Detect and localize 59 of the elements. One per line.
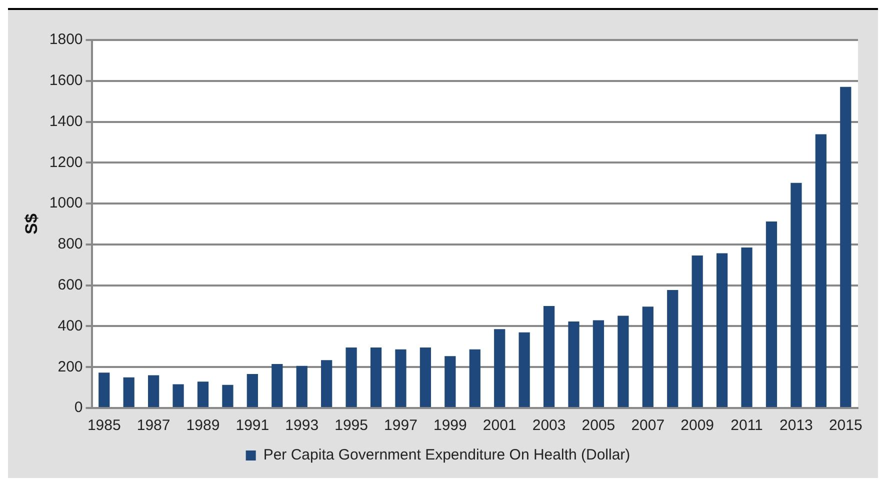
legend-label: Per Capita Government Expenditure On Health (Dollar)	[263, 446, 630, 464]
y-axis-title: S$	[22, 213, 41, 234]
bar	[790, 182, 802, 407]
y-tick-label: 1200	[49, 154, 83, 171]
bar	[420, 347, 432, 407]
bar	[766, 222, 778, 407]
bar	[716, 253, 728, 407]
x-tick-label: 1991	[236, 417, 270, 434]
y-tick-label: 1800	[49, 31, 83, 48]
bar	[692, 255, 703, 407]
bar	[197, 382, 209, 407]
bar	[321, 360, 332, 407]
y-tick-label: 1600	[49, 72, 83, 90]
x-tick-label: 1993	[285, 417, 319, 434]
bar	[667, 290, 678, 407]
y-tick-label: 1400	[49, 112, 83, 130]
bar	[246, 374, 258, 407]
y-tick-label: 800	[58, 236, 83, 253]
y-tick-label: 400	[58, 317, 83, 334]
bar	[568, 322, 580, 407]
bar	[815, 134, 826, 407]
bar	[469, 349, 480, 407]
x-tick-label: 2001	[482, 417, 516, 434]
bar	[444, 356, 456, 407]
x-tick-label: 1989	[186, 417, 220, 434]
x-tick-label: 1987	[136, 417, 170, 434]
bar	[272, 364, 283, 407]
x-tick-label: 2009	[680, 417, 714, 434]
bar	[98, 372, 110, 407]
bar	[395, 349, 406, 407]
bar	[346, 347, 357, 407]
x-tick-label: 2003	[532, 417, 566, 434]
x-tick-label: 2007	[631, 417, 665, 434]
bar	[518, 332, 530, 407]
bar	[494, 329, 506, 407]
bar	[592, 320, 604, 407]
bar	[172, 384, 184, 407]
bar	[370, 347, 382, 407]
x-tick-label: 2005	[582, 417, 616, 434]
x-tick-label: 2015	[828, 417, 862, 434]
bar	[296, 366, 308, 407]
y-tick-label: 200	[58, 358, 83, 376]
bar	[840, 86, 852, 407]
bar	[123, 377, 134, 407]
bar	[618, 316, 629, 407]
x-tick-label: 1985	[87, 417, 121, 434]
x-tick-label: 2013	[780, 417, 813, 434]
x-tick-label: 1997	[384, 417, 418, 434]
x-tick-label: 1999	[433, 417, 467, 434]
bar	[222, 384, 234, 407]
y-tick-label: 0	[74, 399, 83, 416]
x-tick-label: 1995	[334, 417, 368, 434]
bar	[642, 306, 654, 407]
bar	[741, 248, 752, 407]
bar	[543, 306, 555, 407]
x-tick-label: 2011	[730, 417, 763, 434]
y-tick-label: 600	[58, 276, 83, 294]
y-tick-label: 1000	[49, 194, 83, 212]
bar	[148, 375, 160, 407]
